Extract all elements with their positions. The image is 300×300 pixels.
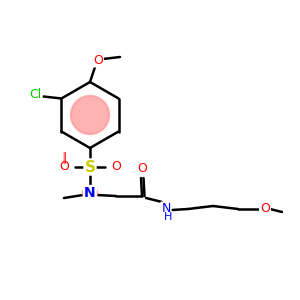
Circle shape	[71, 96, 109, 134]
Text: ║: ║	[61, 151, 67, 163]
Text: O: O	[93, 53, 103, 67]
Text: Cl: Cl	[29, 88, 41, 101]
Text: S: S	[85, 160, 95, 175]
Text: O: O	[137, 163, 147, 176]
Text: O: O	[260, 202, 270, 215]
Circle shape	[82, 185, 98, 201]
Text: H: H	[164, 212, 172, 222]
Text: O: O	[59, 160, 69, 173]
Text: N: N	[161, 202, 171, 215]
Text: N: N	[84, 186, 96, 200]
Text: O: O	[111, 160, 121, 173]
